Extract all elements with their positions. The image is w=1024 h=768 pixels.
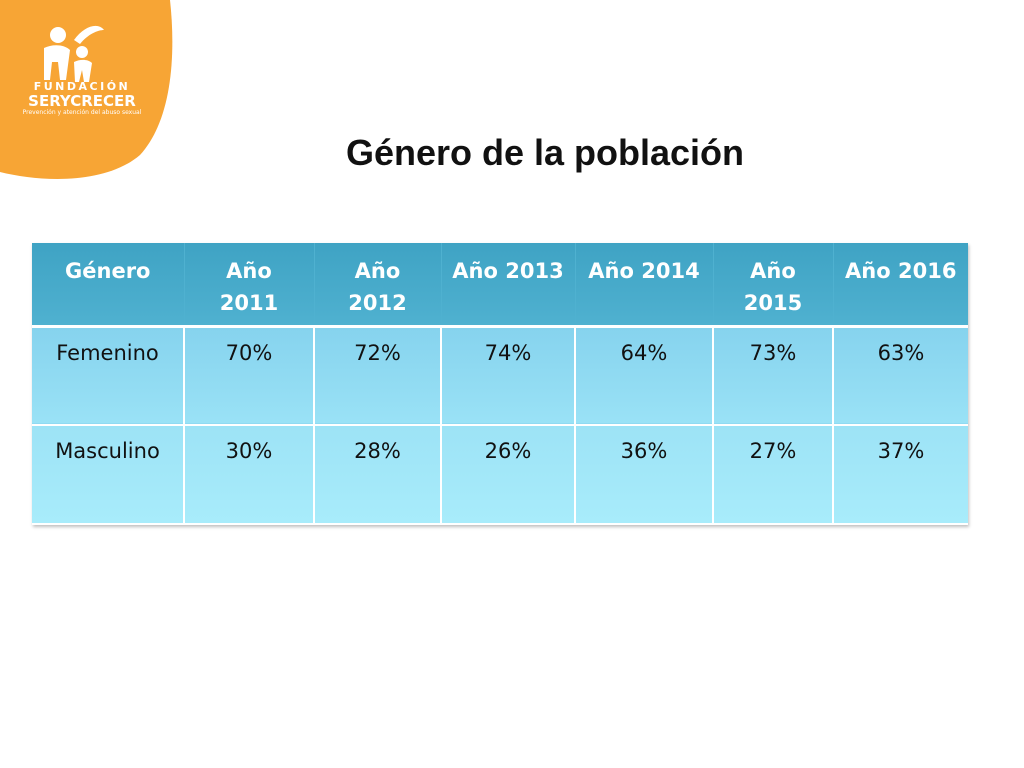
- gender-table: Género Año 2011 Año 2012 Año 2013 Año 20…: [32, 243, 968, 525]
- header-cell: Año 2013: [440, 243, 576, 328]
- header-cell: Año 2014: [574, 243, 714, 328]
- table-cell: 28%: [313, 424, 442, 525]
- family-figures-icon: [44, 25, 104, 82]
- table-row: Masculino 30% 28% 26% 36% 27% 37%: [32, 424, 968, 525]
- logo-text: FUNDACIÓN SERYCRECER Prevención y atenci…: [22, 80, 142, 117]
- row-label: Femenino: [32, 325, 185, 426]
- gender-table-container: Género Año 2011 Año 2012 Año 2013 Año 20…: [32, 243, 968, 525]
- header-year-2012: Año 2012: [348, 259, 407, 315]
- logo-tagline: Prevención y atención del abuso sexual: [22, 109, 142, 116]
- header-cell: Año 2016: [832, 243, 968, 328]
- table-cell: 64%: [574, 325, 714, 426]
- table-cell: 63%: [832, 325, 968, 426]
- header-year-2015: Año 2015: [743, 259, 803, 315]
- table-cell: 37%: [832, 424, 968, 525]
- table-cell: 72%: [313, 325, 442, 426]
- table-cell: 26%: [440, 424, 576, 525]
- table-cell: 27%: [712, 424, 834, 525]
- logo-background-shape: [0, 0, 173, 179]
- header-year-2011: Año 2011: [219, 259, 279, 315]
- table-cell: 73%: [712, 325, 834, 426]
- table-cell: 70%: [183, 325, 315, 426]
- header-cell: Género: [32, 243, 185, 328]
- table-cell: 36%: [574, 424, 714, 525]
- row-label: Masculino: [32, 424, 185, 525]
- table-cell: 74%: [440, 325, 576, 426]
- logo-fundacion: FUNDACIÓN: [33, 80, 131, 93]
- table-header-row: Género Año 2011 Año 2012 Año 2013 Año 20…: [32, 243, 968, 328]
- logo-brand-name: SERYCRECER: [28, 92, 136, 110]
- table-row: Femenino 70% 72% 74% 64% 73% 63%: [32, 325, 968, 426]
- header-cell: Año 2012: [313, 243, 442, 328]
- slide-title: Género de la población: [345, 132, 745, 173]
- header-cell: Año 2015: [712, 243, 834, 328]
- table-cell: 30%: [183, 424, 315, 525]
- header-cell: Año 2011: [183, 243, 315, 328]
